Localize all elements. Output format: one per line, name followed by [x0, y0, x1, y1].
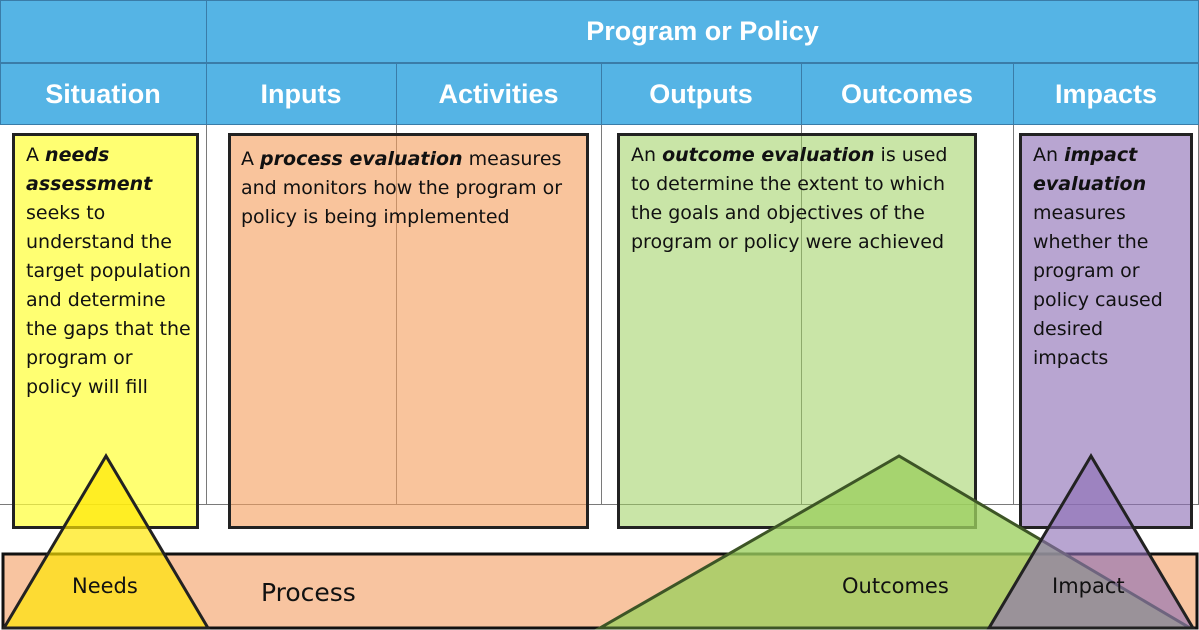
column-outcomes: Outcomes: [840, 79, 974, 109]
impact-evaluation-term: impact evaluation: [1033, 144, 1147, 195]
outcome-evaluation-text: An outcome evaluation is used to determi…: [631, 144, 948, 253]
impact-label: Impact: [1052, 574, 1125, 598]
outcomes-label: Outcomes: [842, 574, 949, 598]
process-evaluation-box: [228, 133, 589, 529]
header-title-cell: [0, 0, 1199, 63]
outcome-evaluation-box: [617, 133, 977, 529]
header-activities-cell: [396, 63, 602, 125]
impact-triangle: [986, 453, 1196, 630]
column-impacts: Impacts: [1054, 79, 1158, 109]
header-situation-top-divider: [206, 0, 207, 63]
grid-line: [206, 125, 207, 505]
needs-assessment-term: needs assessment: [26, 144, 153, 195]
process-evaluation-term: process evaluation: [260, 148, 463, 170]
impact-evaluation-box: [1019, 133, 1193, 529]
process-evaluation-text: A process evaluation measures and monito…: [241, 148, 563, 228]
grid-line: [1013, 125, 1014, 505]
needs-triangle: [1, 453, 211, 630]
impact-evaluation-text: An impact evaluation measures whether th…: [1033, 144, 1163, 369]
header-outputs-cell: [601, 63, 802, 125]
column-outputs: Outputs: [649, 79, 753, 109]
header-inputs-cell: [206, 63, 397, 125]
outcome-evaluation-term: outcome evaluation: [662, 144, 875, 166]
needs-label: Needs: [72, 574, 138, 598]
header-title: Program or Policy: [586, 16, 819, 46]
process-label: Process: [261, 578, 356, 607]
column-activities: Activities: [438, 79, 559, 109]
column-situation: Situation: [45, 79, 161, 109]
needs-assessment-text: A needs assessment seeks to understand t…: [26, 144, 191, 398]
grid-bottom-line: [0, 504, 1199, 505]
header-impacts-cell: [1013, 63, 1199, 125]
column-inputs: Inputs: [260, 79, 342, 109]
grid-line: [601, 125, 602, 505]
header-outcomes-cell: [801, 63, 1014, 125]
